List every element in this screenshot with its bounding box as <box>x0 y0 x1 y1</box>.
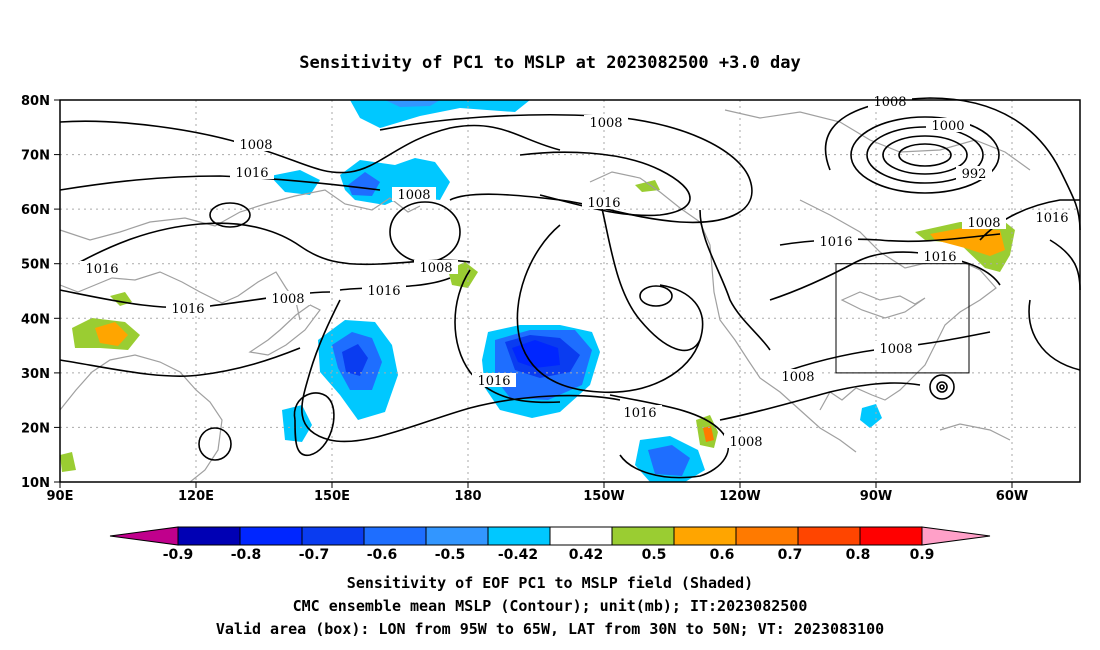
map-ticks <box>54 99 1013 488</box>
contour-label: 1000 <box>931 119 964 134</box>
lon-label: 90E <box>47 489 74 504</box>
map-gridlines <box>60 100 1080 482</box>
longitude-labels: 90E 120E 150E 180 150W 120W 90W 60W <box>47 489 1029 504</box>
colorbar-label: -0.8 <box>231 547 262 563</box>
shade-alaska-green <box>635 180 660 192</box>
colorbar-cell <box>859 526 923 546</box>
contour-label: 992 <box>962 167 987 182</box>
contour-label: 1008 <box>239 138 272 153</box>
shade-bering-blue-core <box>348 172 380 196</box>
shade-siberia-blue <box>270 170 320 195</box>
colorbar-label: 0.7 <box>778 547 803 563</box>
contour-label: 1016 <box>1035 211 1068 226</box>
contour-label: 1016 <box>367 284 400 299</box>
shade-tropic-blue-core <box>648 445 690 476</box>
colorbar-cell <box>487 526 551 546</box>
lon-label: 150W <box>583 489 624 504</box>
map-background <box>60 100 1080 482</box>
latitude-labels: 80N 70N 60N 50N 40N 30N 20N 10N <box>21 94 50 491</box>
contour-label: 1008 <box>397 188 430 203</box>
contour-label: 1008 <box>873 95 906 110</box>
colorbar-label: 0.42 <box>569 547 604 563</box>
contour-label: 1008 <box>781 370 814 385</box>
lat-label: 50N <box>21 258 50 273</box>
colorbar-label: -0.5 <box>435 547 466 563</box>
colorbar-cell <box>797 526 861 546</box>
colorbar-cell <box>239 526 303 546</box>
colorbar-label: -0.6 <box>367 547 398 563</box>
colorbar-labels: -0.9 -0.8 -0.7 -0.6 -0.5 -0.42 0.42 0.5 … <box>163 547 935 563</box>
valid-area-box <box>835 263 970 374</box>
lon-label: 180 <box>454 489 481 504</box>
contour-label: 1016 <box>235 166 268 181</box>
colorbar-cell <box>549 526 613 546</box>
figure-title: Sensitivity of PC1 to MSLP at 2023082500… <box>299 53 801 73</box>
contour-label: 1016 <box>623 406 656 421</box>
colorbar-label: 0.5 <box>642 547 667 563</box>
contour-label: 1008 <box>729 435 762 450</box>
colorbar-label: 0.6 <box>710 547 735 563</box>
contour-label: 1008 <box>589 116 622 131</box>
colorbar-left-arrow <box>109 526 179 546</box>
colorbar-label: 0.8 <box>846 547 871 563</box>
shade-hawaii-blue <box>282 405 312 442</box>
contour-label: 1016 <box>85 262 118 277</box>
footer-caption-1: Sensitivity of EOF PC1 to MSLP field (Sh… <box>347 574 753 592</box>
lat-label: 70N <box>21 149 50 164</box>
footer-caption-2: CMC ensemble mean MSLP (Contour); unit(m… <box>293 597 808 615</box>
colorbar-label: -0.9 <box>163 547 194 563</box>
shade-north-pacific-west-blue-inner <box>342 344 368 376</box>
footer-caption-3: Valid area (box): LON from 95W to 65W, L… <box>216 620 884 638</box>
sensitivity-shading <box>60 100 1015 482</box>
lat-label: 10N <box>21 476 50 491</box>
colorbar-cell <box>301 526 365 546</box>
colorbar-label: -0.42 <box>498 547 538 563</box>
shade-gulf-blue <box>860 404 882 428</box>
contour-label: 1016 <box>819 235 852 250</box>
contour-label: 1008 <box>419 261 452 276</box>
contour-label: 1008 <box>967 216 1000 231</box>
colorbar: -0.9 -0.8 -0.7 -0.6 -0.5 -0.42 0.42 0.5 … <box>109 526 991 563</box>
shade-sea-green <box>60 452 76 472</box>
contour-label: 1008 <box>879 342 912 357</box>
colorbar-cell <box>363 526 427 546</box>
contour-labels: 1008 1000 992 1008 1016 1008 1008 1016 1… <box>80 95 1074 450</box>
colorbar-label: -0.7 <box>299 547 330 563</box>
lat-label: 20N <box>21 421 50 436</box>
contour-label: 1016 <box>477 374 510 389</box>
contour-label: 1008 <box>271 292 304 307</box>
shade-baja-orange <box>703 426 714 442</box>
lat-label: 60N <box>21 203 50 218</box>
contour-label: 1016 <box>171 302 204 317</box>
lat-label: 40N <box>21 312 50 327</box>
lon-label: 90W <box>860 489 892 504</box>
contour-label: 1016 <box>923 250 956 265</box>
colorbar-cell <box>735 526 799 546</box>
map-panel: 1008 1000 992 1008 1016 1008 1008 1016 1… <box>21 94 1081 504</box>
colorbar-cell <box>425 526 489 546</box>
lat-label: 30N <box>21 367 50 382</box>
colorbar-cells <box>177 526 923 546</box>
shade-central-pacific-blue-inner <box>512 340 560 368</box>
lon-label: 60W <box>996 489 1028 504</box>
lon-label: 120W <box>719 489 760 504</box>
shade-arctic-blue <box>350 100 530 128</box>
colorbar-cell <box>177 526 241 546</box>
lat-label: 80N <box>21 94 50 109</box>
shade-china-orange <box>95 322 128 346</box>
map-frame <box>59 99 1081 483</box>
colorbar-cell <box>673 526 737 546</box>
colorbar-right-arrow <box>921 526 991 546</box>
lon-label: 120E <box>178 489 214 504</box>
colorbar-label: 0.9 <box>910 547 935 563</box>
contour-label: 1016 <box>587 196 620 211</box>
mslp-contours <box>59 97 1081 479</box>
shade-arctic-blue-core <box>385 100 440 107</box>
coastlines <box>59 109 1031 483</box>
lon-label: 150E <box>314 489 350 504</box>
colorbar-cell <box>611 526 675 546</box>
